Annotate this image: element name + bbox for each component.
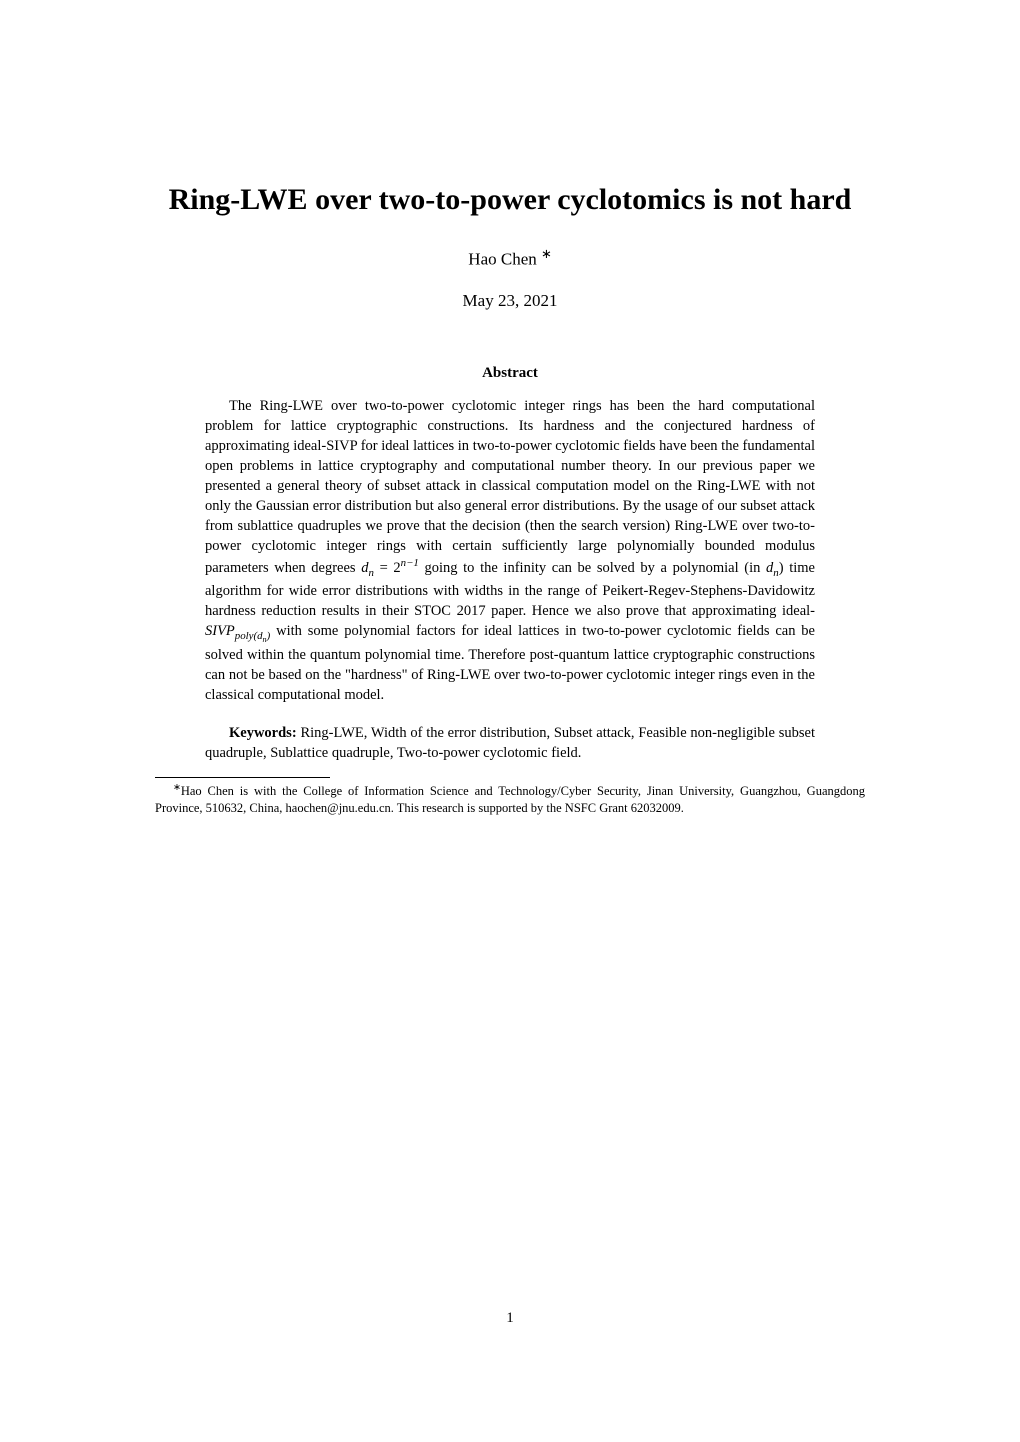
keywords-label: Keywords: [229, 725, 300, 741]
abstract-text-4: with some polynomial factors for ideal l… [205, 623, 815, 703]
abstract-math-eq: = 2 [374, 560, 401, 576]
abstract-body: The Ring-LWE over two-to-power cyclotomi… [155, 396, 865, 705]
footnote-marker: ∗ [173, 783, 181, 793]
abstract-heading: Abstract [155, 365, 865, 382]
paper-title: Ring-LWE over two-to-power cyclotomics i… [155, 180, 865, 221]
author-line: Hao Chen ∗ [155, 247, 865, 270]
footnote-body: Hao Chen is with the College of Informat… [155, 784, 865, 815]
abstract-math-dn2: dn [766, 560, 779, 576]
abstract-math-sivp: SIVPpoly(dn) [205, 623, 270, 639]
footnote-separator [155, 777, 330, 778]
abstract-text-1: The Ring-LWE over two-to-power cyclotomi… [205, 398, 815, 576]
author-affiliation-marker: ∗ [541, 247, 552, 261]
abstract-text-2: going to the infinity can be solved by a… [419, 560, 766, 576]
abstract-math-exp: n−1 [401, 557, 419, 569]
author-name: Hao Chen [468, 249, 541, 268]
footnote-text: ∗Hao Chen is with the College of Informa… [155, 782, 865, 817]
paper-date: May 23, 2021 [155, 291, 865, 311]
keywords-block: Keywords: Ring-LWE, Width of the error d… [155, 723, 865, 763]
abstract-math-dn: dn [361, 560, 374, 576]
page-number: 1 [0, 1310, 1020, 1327]
